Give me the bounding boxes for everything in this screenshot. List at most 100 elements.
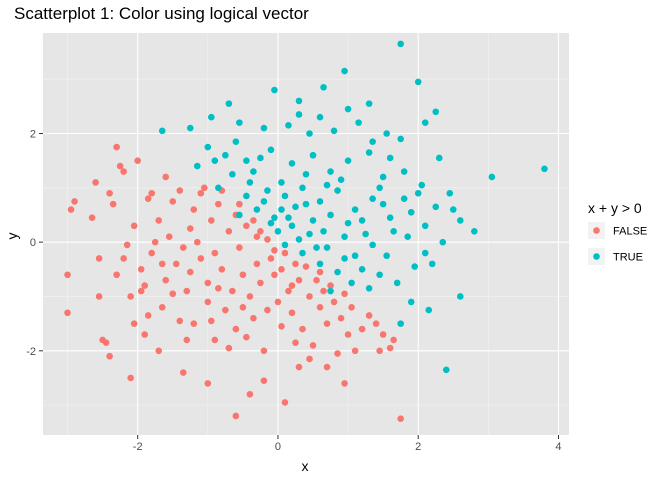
data-point-false: [127, 374, 134, 382]
data-point-false: [316, 268, 324, 276]
data-point-true: [362, 230, 369, 238]
data-point-true: [439, 238, 447, 246]
data-point-true: [274, 227, 282, 235]
data-point-true: [351, 252, 359, 260]
data-point-false: [176, 317, 184, 325]
data-point-false: [201, 184, 208, 192]
data-point-false: [190, 320, 198, 327]
x-tick-label: 2: [415, 441, 421, 453]
data-point-false: [309, 342, 317, 349]
data-point-false: [211, 249, 219, 257]
data-point-true: [292, 203, 299, 211]
data-point-false: [323, 320, 331, 327]
data-point-true: [295, 236, 303, 243]
data-point-false: [264, 236, 271, 243]
data-point-true: [442, 366, 450, 374]
data-point-false: [295, 363, 303, 371]
y-axis-title: y: [4, 233, 20, 240]
legend-label-false: FALSE: [613, 226, 647, 238]
data-point-true: [309, 151, 317, 159]
data-point-true: [351, 206, 359, 213]
data-point-true: [404, 233, 411, 241]
data-point-true: [320, 84, 327, 91]
data-point-false: [179, 244, 187, 251]
data-point-true: [397, 40, 404, 48]
grid-major: [43, 33, 569, 435]
data-point-true: [355, 119, 362, 126]
data-point-true: [267, 219, 275, 227]
data-point-false: [341, 380, 348, 387]
data-point-true: [260, 198, 268, 205]
data-point-true: [397, 320, 404, 327]
data-point-true: [449, 206, 457, 213]
data-point-false: [306, 293, 313, 300]
data-point-false: [158, 304, 166, 311]
data-point-false: [327, 282, 334, 289]
data-point-false: [116, 162, 124, 170]
data-point-false: [253, 233, 261, 241]
data-point-true: [369, 138, 376, 145]
data-point-true: [186, 124, 194, 132]
data-point-false: [229, 287, 236, 295]
data-point-false: [232, 412, 240, 420]
data-point-true: [383, 252, 390, 260]
data-point-true: [246, 179, 254, 186]
data-point-false: [285, 287, 292, 295]
data-point-true: [344, 219, 352, 227]
data-point-true: [330, 127, 338, 135]
data-point-false: [372, 320, 380, 327]
data-point-true: [435, 154, 443, 162]
data-point-false: [379, 331, 387, 338]
data-point-true: [193, 162, 201, 170]
data-point-true: [278, 179, 285, 186]
data-point-false: [341, 290, 348, 298]
data-point-false: [113, 271, 120, 279]
data-point-false: [141, 331, 148, 338]
data-point-false: [323, 363, 331, 371]
data-point-false: [215, 200, 222, 208]
data-point-false: [92, 179, 99, 186]
data-point-false: [120, 255, 127, 262]
data-point-false: [137, 266, 145, 273]
data-point-false: [218, 266, 226, 273]
data-point-false: [236, 200, 243, 208]
data-point-true: [208, 113, 215, 121]
data-point-true: [257, 154, 264, 162]
data-point-true: [327, 211, 334, 219]
data-point-true: [229, 170, 236, 178]
data-point-false: [95, 293, 103, 300]
data-point-true: [288, 222, 296, 230]
data-point-true: [414, 78, 422, 86]
data-point-true: [365, 100, 373, 107]
data-point-true: [295, 111, 303, 118]
data-point-false: [344, 331, 352, 338]
y-tick-label: 2: [30, 129, 36, 141]
data-point-true: [446, 189, 454, 197]
data-point-false: [257, 227, 264, 235]
data-point-false: [281, 399, 289, 406]
data-point-true: [379, 200, 387, 208]
data-point-true: [376, 184, 383, 192]
data-point-false: [390, 336, 397, 344]
data-point-false: [348, 304, 355, 311]
data-point-false: [292, 260, 299, 268]
legend: x + y > 0 FALSE TRUE: [588, 200, 647, 265]
chart-title: Scatterplot 1: Color using logical vecto…: [14, 4, 309, 23]
data-point-false: [208, 217, 215, 224]
data-point-true: [285, 214, 292, 222]
data-point-false: [204, 279, 212, 287]
data-point-false: [64, 271, 71, 279]
plot-panel: [43, 33, 569, 435]
data-point-true: [253, 206, 261, 213]
data-point-true: [365, 285, 373, 292]
data-point-true: [323, 181, 331, 189]
data-point-false: [183, 336, 191, 344]
data-point-false: [165, 233, 173, 241]
data-point-false: [148, 249, 156, 257]
data-point-true: [365, 149, 373, 156]
data-point-false: [113, 143, 120, 151]
x-tick-label: 0: [275, 441, 281, 453]
y-tick-label: -2: [26, 346, 36, 358]
data-point-false: [106, 189, 113, 197]
x-tick-label: -2: [133, 441, 143, 453]
